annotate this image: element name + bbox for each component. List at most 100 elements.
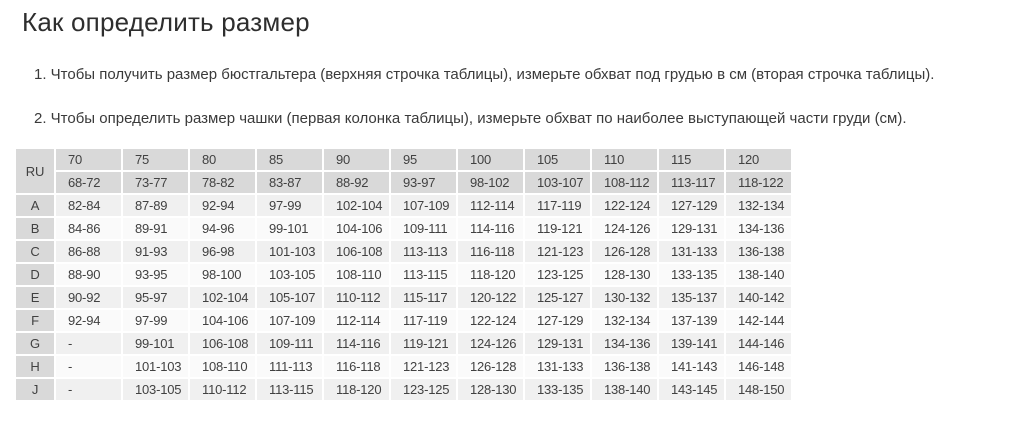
instruction-1: 1. Чтобы получить размер бюстгальтера (в… [34, 66, 935, 83]
bust-range-cell: 131-133 [659, 241, 724, 262]
cup-letter-cell: G [16, 333, 54, 354]
band-size-cell: 115 [659, 149, 724, 170]
band-size-cell: 95 [391, 149, 456, 170]
bust-range-cell: 144-146 [726, 333, 791, 354]
bust-range-cell: 104-106 [190, 310, 255, 331]
bust-range-cell: 102-104 [190, 287, 255, 308]
band-size-cell: 105 [525, 149, 590, 170]
bust-range-cell: - [56, 356, 121, 377]
bust-range-cell: - [56, 379, 121, 400]
cup-row-F: F 92-94 97-99 104-106 107-109 112-114 117-119 1… [16, 310, 791, 331]
bust-range-cell: 113-115 [391, 264, 456, 285]
bust-range-cell: 108-110 [324, 264, 389, 285]
bust-range-cell: 129-131 [525, 333, 590, 354]
underbust-range-cell: 118-122 [726, 172, 791, 193]
bust-range-cell: 119-121 [391, 333, 456, 354]
bust-range-cell: 103-105 [123, 379, 188, 400]
bust-range-cell: 101-103 [123, 356, 188, 377]
bust-range-cell: 104-106 [324, 218, 389, 239]
bust-range-cell: 116-118 [458, 241, 523, 262]
underbust-range-cell: 78-82 [190, 172, 255, 193]
bust-range-cell: 97-99 [123, 310, 188, 331]
underbust-range-cell: 88-92 [324, 172, 389, 193]
cup-letter-cell: H [16, 356, 54, 377]
bust-range-cell: 108-110 [190, 356, 255, 377]
band-size-cell: 75 [123, 149, 188, 170]
band-size-cell: 70 [56, 149, 121, 170]
bust-range-cell: 113-115 [257, 379, 322, 400]
bust-range-cell: 92-94 [190, 195, 255, 216]
bust-range-cell: 93-95 [123, 264, 188, 285]
bust-range-cell: 89-91 [123, 218, 188, 239]
bust-range-cell: 84-86 [56, 218, 121, 239]
bust-range-cell: 121-123 [525, 241, 590, 262]
bust-range-cell: 110-112 [190, 379, 255, 400]
instruction-2: 2. Чтобы определить размер чашки (первая… [34, 110, 907, 127]
bust-range-cell: 119-121 [525, 218, 590, 239]
bust-range-cell: 121-123 [391, 356, 456, 377]
bust-range-cell: 133-135 [659, 264, 724, 285]
bust-range-cell: 135-137 [659, 287, 724, 308]
bust-range-cell: 123-125 [391, 379, 456, 400]
underbust-range-cell: 68-72 [56, 172, 121, 193]
bust-range-cell: 124-126 [592, 218, 657, 239]
underbust-range-cell: 93-97 [391, 172, 456, 193]
bust-range-cell: 132-134 [592, 310, 657, 331]
bust-range-cell: 107-109 [257, 310, 322, 331]
cup-letter-cell: F [16, 310, 54, 331]
bust-range-cell: 133-135 [525, 379, 590, 400]
bust-range-cell: 122-124 [458, 310, 523, 331]
underbust-range-cell: 83-87 [257, 172, 322, 193]
bust-range-cell: 109-111 [257, 333, 322, 354]
bust-range-cell: 122-124 [592, 195, 657, 216]
bust-range-cell: 132-134 [726, 195, 791, 216]
cup-row-C: C 86-88 91-93 96-98 101-103 106-108 113-113 116… [16, 241, 791, 262]
band-size-cell: 110 [592, 149, 657, 170]
corner-ru-label: RU [16, 149, 54, 193]
bust-range-cell: 99-101 [257, 218, 322, 239]
bust-range-cell: 97-99 [257, 195, 322, 216]
bust-range-cell: 136-138 [726, 241, 791, 262]
bust-range-cell: 139-141 [659, 333, 724, 354]
underbust-range-cell: 103-107 [525, 172, 590, 193]
bust-range-cell: 115-117 [391, 287, 456, 308]
bust-range-cell: 140-142 [726, 287, 791, 308]
bust-range-cell: 86-88 [56, 241, 121, 262]
cup-row-B: B 84-86 89-91 94-96 99-101 104-106 109-111 114-… [16, 218, 791, 239]
underbust-range-cell: 98-102 [458, 172, 523, 193]
band-size-header-row: RU 70 75 80 85 90 95 100 105 110 115 120 [16, 149, 791, 193]
cup-row-G: G -99-101 106-108 109-111 114-116 119-121 124-… [16, 333, 791, 354]
bust-range-cell: 102-104 [324, 195, 389, 216]
bust-range-cell: 131-133 [525, 356, 590, 377]
bust-range-cell: 94-96 [190, 218, 255, 239]
size-table: RU 70 75 80 85 90 95 100 105 110 115 120 68-72 73-77 7… [14, 147, 793, 402]
bust-range-cell: 129-131 [659, 218, 724, 239]
underbust-header-row: 68-72 73-77 78-82 83-87 88-92 93-97 98-102 103-… [16, 172, 791, 193]
bust-range-cell: 125-127 [525, 287, 590, 308]
bust-range-cell: 138-140 [726, 264, 791, 285]
bust-range-cell: 105-107 [257, 287, 322, 308]
cup-letter-cell: D [16, 264, 54, 285]
bust-range-cell: 92-94 [56, 310, 121, 331]
bust-range-cell: 106-108 [190, 333, 255, 354]
bust-range-cell: 118-120 [458, 264, 523, 285]
cup-letter-cell: A [16, 195, 54, 216]
bust-range-cell: 120-122 [458, 287, 523, 308]
bust-range-cell: 98-100 [190, 264, 255, 285]
bust-range-cell: 91-93 [123, 241, 188, 262]
bust-range-cell: 114-116 [324, 333, 389, 354]
bust-range-cell: 124-126 [458, 333, 523, 354]
cup-row-H: H -101-103 108-110 111-113 116-118 121-123 126… [16, 356, 791, 377]
bust-range-cell: 118-120 [324, 379, 389, 400]
band-size-cell: 90 [324, 149, 389, 170]
cup-row-E: E 90-92 95-97 102-104 105-107 110-112 115-117 1… [16, 287, 791, 308]
cup-letter-cell: J [16, 379, 54, 400]
bust-range-cell: 138-140 [592, 379, 657, 400]
bust-range-cell: 96-98 [190, 241, 255, 262]
size-guide-page: Как определить размер 1. Чтобы получить … [0, 7, 1024, 429]
underbust-range-cell: 113-117 [659, 172, 724, 193]
bust-range-cell: 117-119 [525, 195, 590, 216]
bust-range-cell: 143-145 [659, 379, 724, 400]
bust-range-cell: 101-103 [257, 241, 322, 262]
bust-range-cell: 116-118 [324, 356, 389, 377]
